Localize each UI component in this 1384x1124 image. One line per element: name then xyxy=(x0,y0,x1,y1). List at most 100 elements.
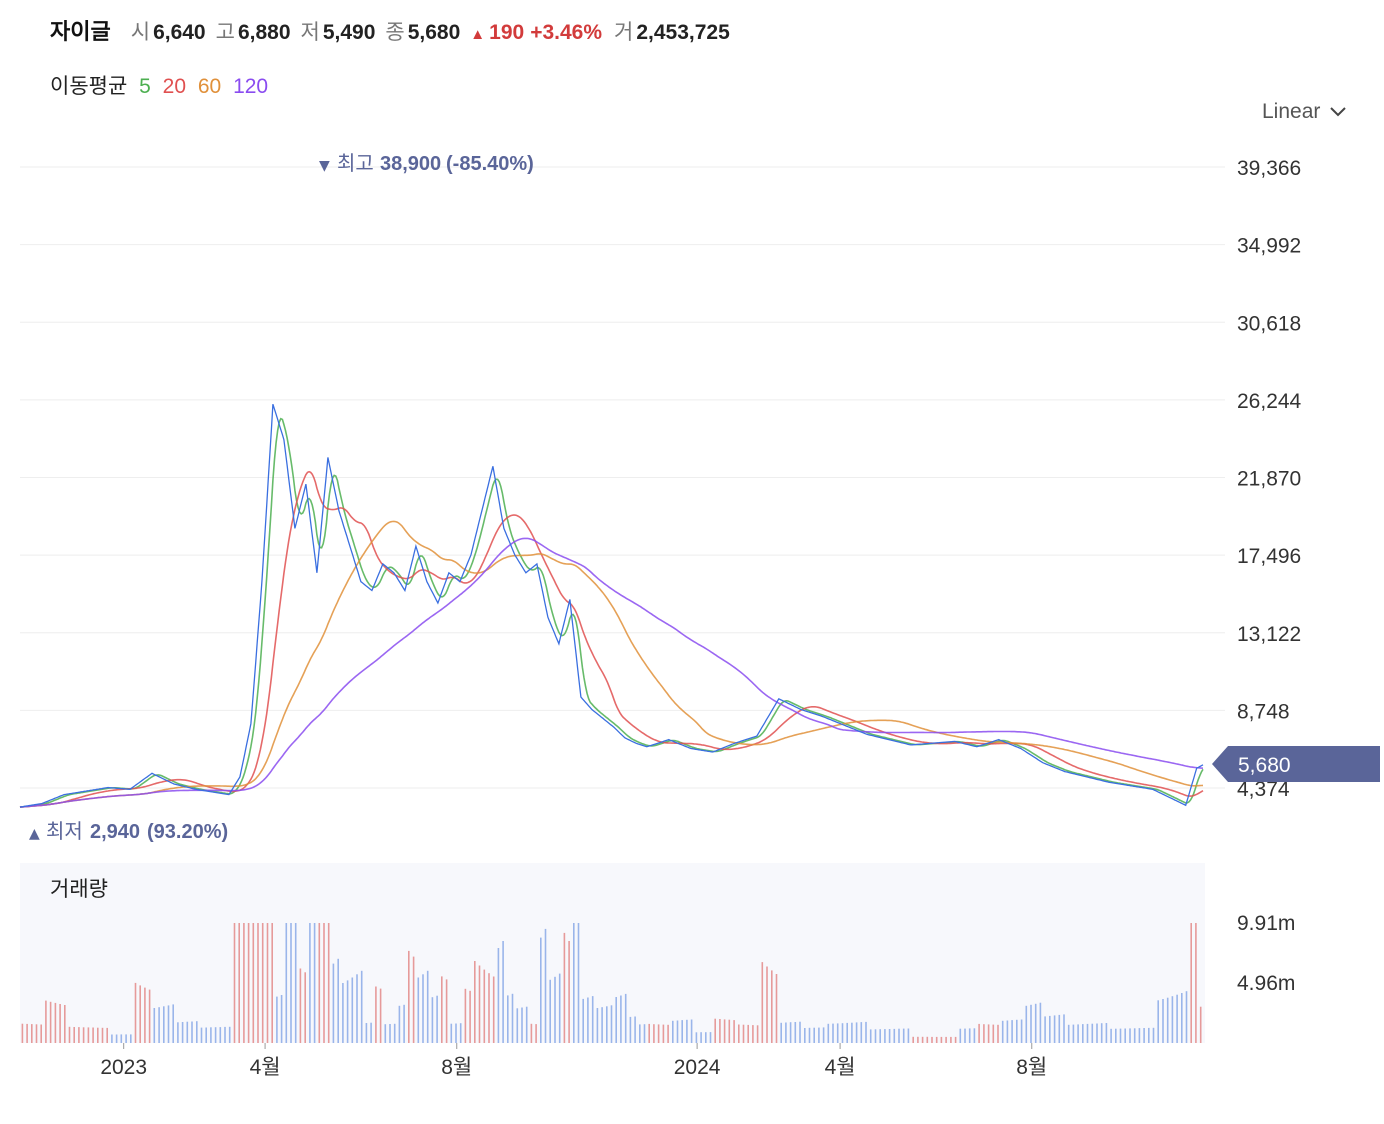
volume-bar xyxy=(780,1022,782,1043)
high-value: 6,880 xyxy=(237,21,291,44)
volume-bar xyxy=(653,1024,655,1043)
volume-bar xyxy=(940,1036,943,1043)
volume-bar xyxy=(775,974,778,1043)
volume-bar xyxy=(40,1024,42,1043)
volume-bar xyxy=(45,1000,47,1043)
volume-bar xyxy=(111,1034,113,1043)
price-grid xyxy=(20,166,1225,789)
volume-bar xyxy=(1162,999,1164,1043)
ma-20-line xyxy=(19,470,1204,808)
high-marker-pct: (-85.40%) xyxy=(446,153,534,175)
volume-bar xyxy=(851,1022,853,1043)
volume-bar xyxy=(1181,993,1183,1043)
volume-bar xyxy=(794,1022,797,1043)
volume-bar xyxy=(1157,1000,1159,1043)
ma-5-label[interactable]: 5 xyxy=(139,75,151,98)
price-tick-label: 8,748 xyxy=(1237,700,1290,723)
volume-bar xyxy=(115,1034,118,1043)
volume-bar xyxy=(799,1021,801,1043)
volume-bar xyxy=(313,923,316,1043)
volume-bar xyxy=(148,989,151,1043)
ma-20-label[interactable]: 20 xyxy=(162,75,187,98)
volume-bar xyxy=(252,923,255,1043)
volume-bar xyxy=(620,995,622,1043)
volume-bar xyxy=(917,1036,919,1043)
volume-bar xyxy=(200,1027,203,1043)
volume-bar xyxy=(738,1024,740,1043)
volume-bar xyxy=(153,1008,156,1043)
volume-bar xyxy=(299,968,302,1043)
volume-bar xyxy=(1148,1027,1150,1043)
volume-bar xyxy=(992,1024,995,1043)
volume-panel xyxy=(20,863,1205,1043)
change-pct: +3.46% xyxy=(530,21,603,44)
volume-bar xyxy=(1124,1028,1126,1043)
volume-bar xyxy=(323,923,325,1043)
volume-bar xyxy=(469,990,471,1043)
volume-bar xyxy=(931,1036,933,1043)
volume-bar xyxy=(181,1022,184,1043)
volume-bar xyxy=(935,1036,938,1043)
volume-bar xyxy=(431,997,434,1043)
price-tick-label: 21,870 xyxy=(1237,468,1301,491)
volume-bar xyxy=(1077,1024,1079,1043)
volume-bar xyxy=(1011,1020,1013,1043)
volume-bar xyxy=(120,1034,123,1043)
volume-bar xyxy=(950,1036,952,1043)
volume-bar xyxy=(49,1001,52,1043)
chevron-down-icon xyxy=(1330,107,1347,117)
volume-bar xyxy=(841,1023,844,1043)
volume-bar xyxy=(705,1032,707,1043)
current-price-label: 5,680 xyxy=(1238,754,1291,777)
volume-bar xyxy=(1058,1014,1061,1043)
volume-bar xyxy=(525,1006,528,1043)
volume-bar xyxy=(483,969,486,1043)
volume-bar xyxy=(228,1026,231,1043)
volume-bar xyxy=(332,963,335,1043)
scale-select[interactable]: Linear xyxy=(1262,100,1347,124)
volume-bar xyxy=(846,1022,848,1043)
low-marker-pct: (93.20%) xyxy=(147,821,228,843)
ma-60-label[interactable]: 60 xyxy=(197,75,222,98)
volume-bar xyxy=(752,1025,754,1043)
volume-bar xyxy=(1030,1004,1032,1043)
volume-bar xyxy=(695,1032,698,1043)
volume-bar xyxy=(158,1007,160,1043)
volume-bar xyxy=(973,1028,976,1043)
volume-bar xyxy=(591,996,594,1043)
volume-bar xyxy=(639,1024,641,1043)
volume-bar xyxy=(540,937,542,1043)
volume-bar xyxy=(1086,1023,1089,1043)
volume-bar xyxy=(186,1021,189,1043)
volume-bar xyxy=(771,970,773,1043)
volume-bar xyxy=(634,1016,636,1043)
volume-bar xyxy=(342,983,344,1043)
volume-bar xyxy=(1016,1019,1018,1043)
volume-bar xyxy=(172,1004,174,1043)
volume-bar xyxy=(68,1026,71,1043)
volume-bar xyxy=(610,1005,613,1043)
volume-bar xyxy=(577,923,580,1043)
price-tick-label: 39,366 xyxy=(1237,157,1301,180)
volume-bar xyxy=(785,1022,787,1043)
high-marker-label: 최고 xyxy=(337,152,374,175)
volume-bar xyxy=(1072,1024,1075,1043)
close-label: 종 xyxy=(385,21,405,44)
volume-bar xyxy=(97,1027,99,1043)
volume-bar xyxy=(601,1007,603,1043)
volume-bar xyxy=(766,966,768,1043)
volume-bar xyxy=(64,1005,66,1043)
volume-bar xyxy=(375,986,377,1043)
volume-bar xyxy=(907,1028,910,1043)
volume-bar xyxy=(488,973,490,1043)
volume-bar xyxy=(728,1019,731,1043)
volume-bar xyxy=(888,1029,891,1043)
volume-bar xyxy=(964,1028,966,1043)
volume-bar xyxy=(163,1006,165,1043)
volume-bar xyxy=(379,988,382,1043)
ma-120-label[interactable]: 120 xyxy=(233,75,269,98)
volume-bar xyxy=(615,997,617,1043)
volume-bar xyxy=(1049,1015,1051,1043)
low-marker-icon: ▲ xyxy=(29,826,40,842)
